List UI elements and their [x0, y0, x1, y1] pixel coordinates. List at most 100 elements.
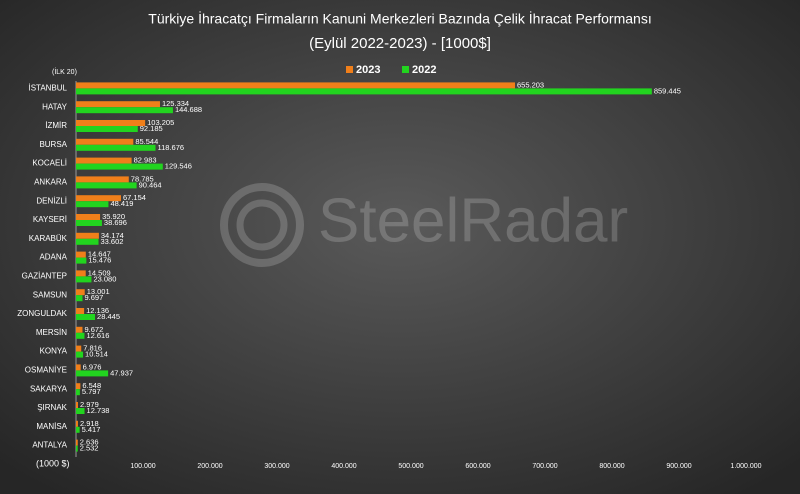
- y-tick-label: ŞIRNAK: [37, 403, 67, 412]
- value-label: 35.920: [102, 212, 125, 221]
- y-tick-label: MANİSA: [36, 422, 67, 431]
- bar: [76, 138, 134, 145]
- watermark-logo: [220, 183, 304, 267]
- value-label: 6.976: [83, 362, 102, 371]
- legend-swatch: [402, 66, 409, 73]
- bar: [76, 232, 99, 239]
- y-tick-label: MERSİN: [36, 328, 67, 337]
- bar: [76, 120, 146, 126]
- value-label: 5.797: [82, 387, 101, 396]
- value-label: 6.548: [82, 381, 101, 390]
- bar: [76, 420, 78, 427]
- bar: [76, 201, 109, 208]
- bar: [76, 82, 515, 89]
- bar: [76, 389, 80, 396]
- bar: [76, 408, 85, 414]
- bar: [76, 270, 86, 277]
- y-tick-label: GAZİANTEP: [22, 272, 67, 281]
- value-label: 15.476: [88, 256, 111, 265]
- value-label: 2.918: [80, 419, 99, 428]
- value-label: 2.979: [80, 400, 99, 409]
- x-tick-label: 900.000: [666, 463, 691, 470]
- value-label: 2.532: [80, 444, 99, 453]
- bar: [76, 107, 173, 114]
- legend-swatch: [346, 66, 353, 73]
- value-label: 9.697: [84, 293, 103, 302]
- bar: [76, 101, 160, 108]
- value-label: 33.602: [101, 237, 124, 246]
- value-label: 12.738: [87, 406, 110, 415]
- value-label: 103.205: [147, 118, 174, 127]
- value-label: 12.136: [86, 306, 109, 315]
- x-tick-label: 500.000: [398, 463, 423, 470]
- bar: [76, 351, 84, 358]
- value-label: 859.445: [654, 86, 681, 95]
- x-tick-label: 800.000: [599, 463, 624, 470]
- value-label: 655.203: [517, 80, 544, 89]
- x-tick-label: 700.000: [532, 463, 557, 470]
- bar: [76, 157, 132, 164]
- y-tick-label: KOCAELİ: [32, 159, 67, 168]
- value-label: 47.937: [110, 368, 133, 377]
- y-tick-label: KONYA: [40, 347, 68, 356]
- value-label: 48.419: [110, 199, 133, 208]
- value-label: 34.174: [101, 231, 124, 240]
- value-label: 2.636: [80, 438, 99, 447]
- value-label: 144.688: [175, 105, 202, 114]
- bar: [76, 445, 78, 452]
- bar: [76, 345, 82, 352]
- value-label: 38.696: [104, 218, 127, 227]
- legend-label: 2022: [412, 64, 436, 76]
- value-label: 90.464: [139, 180, 162, 189]
- value-label: 5.417: [82, 425, 101, 434]
- value-label: 28.445: [97, 312, 120, 321]
- chart-title: Türkiye İhracatçı Firmaların Kanuni Merk…: [148, 10, 651, 27]
- y-tick-label: KARABÜK: [29, 234, 68, 243]
- y-tick-label: BURSA: [39, 140, 67, 149]
- bar: [76, 257, 87, 264]
- x-tick-label: 200.000: [197, 463, 222, 470]
- bar: [76, 238, 99, 245]
- value-label: 23.080: [93, 274, 116, 283]
- bar: [76, 289, 85, 296]
- y-tick-label: SAKARYA: [30, 384, 68, 393]
- bar: [76, 332, 85, 339]
- value-label: 7.816: [83, 344, 102, 353]
- x-tick-label: 1.000.000: [730, 463, 761, 470]
- y-tick-label: OSMANİYE: [25, 366, 67, 375]
- y-tick-label: SAMSUN: [33, 290, 67, 299]
- value-label: 85.544: [135, 137, 158, 146]
- bar: [76, 364, 81, 371]
- watermark: SteelRadar: [318, 186, 628, 255]
- bar: [76, 214, 101, 220]
- bar: [76, 326, 83, 333]
- value-label: 118.676: [158, 143, 185, 152]
- bar: [76, 295, 83, 302]
- value-label: 14.509: [88, 268, 111, 277]
- bar: [76, 220, 102, 226]
- bar: [76, 314, 96, 320]
- x-tick-label: 400.000: [331, 463, 356, 470]
- value-label: 125.334: [162, 99, 189, 108]
- bar: [76, 144, 156, 151]
- bar: [76, 195, 121, 202]
- value-label: 9.672: [84, 325, 103, 334]
- value-label: 14.647: [88, 250, 111, 259]
- bar: [76, 308, 85, 314]
- bar: [76, 88, 652, 95]
- y-tick-label: İSTANBUL: [28, 84, 67, 93]
- x-tick-label: 300.000: [264, 463, 289, 470]
- legend-label: 2023: [356, 64, 380, 76]
- bar: [76, 163, 163, 170]
- annotation: (İLK 20): [52, 67, 77, 76]
- value-label: 10.514: [85, 350, 108, 359]
- y-tick-label: KAYSERİ: [33, 215, 67, 224]
- value-label: 82.983: [134, 156, 157, 165]
- value-label: 92.185: [140, 124, 163, 133]
- bar: [76, 126, 138, 132]
- value-label: 12.616: [86, 331, 109, 340]
- x-axis-label: (1000 $): [36, 458, 70, 468]
- bar: [76, 439, 78, 446]
- y-tick-label: ANKARA: [34, 178, 68, 187]
